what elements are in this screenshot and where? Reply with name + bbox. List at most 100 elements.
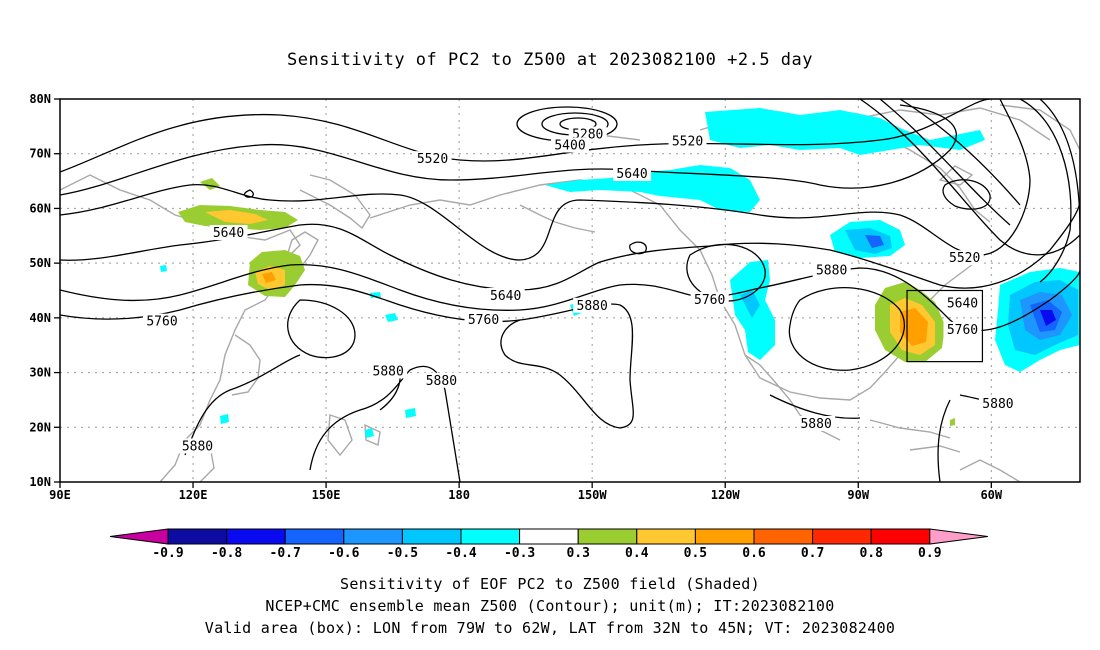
- sensitivity-patch: [705, 108, 985, 155]
- contour-label: 5400: [551, 137, 589, 154]
- sensitivity-patch: [220, 414, 229, 424]
- colorbar-swatch: [870, 528, 931, 545]
- colorbar-swatch: [577, 528, 638, 545]
- contour-label: 5880: [422, 372, 461, 389]
- colorbar-label: -0.3: [504, 546, 535, 561]
- lon-tick-label: 60W: [980, 488, 1002, 502]
- lon-tick-label: 180: [448, 488, 470, 502]
- sensitivity-patch: [1040, 310, 1056, 326]
- contour-label-bg: [690, 291, 729, 307]
- contour-label: 5880: [812, 262, 851, 278]
- colorbar-swatch: [460, 528, 521, 545]
- colorbar-swatch: [167, 528, 228, 545]
- lat-tick-label: 80N: [29, 92, 51, 106]
- colorbar-swatch: [226, 528, 286, 545]
- contour-label: 5880: [978, 395, 1017, 412]
- colorbar-swatch: [401, 528, 462, 545]
- lat-tick-label: 50N: [29, 256, 51, 270]
- contour-label-text: 5880: [373, 364, 404, 379]
- colorbar-high-arrow: [929, 528, 988, 545]
- lat-tick-label: 60N: [29, 201, 51, 215]
- contour-label-bg: [486, 287, 525, 303]
- contour-label-bg: [178, 438, 217, 454]
- contour-label-bg: [369, 363, 408, 379]
- contour-label-bg: [943, 295, 982, 311]
- colorbar-label: -0.5: [387, 546, 418, 561]
- colorbar-label: 0.5: [684, 546, 707, 561]
- contour-label: 5640: [943, 295, 982, 312]
- contour-label-text: 5400: [554, 139, 585, 154]
- lon-tick-label: 90W: [847, 488, 869, 502]
- colorbar-low-arrow: [109, 528, 169, 545]
- valid-area-box: [906, 289, 984, 363]
- contour-label-bg: [945, 250, 984, 266]
- contour-label-text: 5880: [577, 299, 608, 314]
- lat-tick-label: 10N: [29, 475, 51, 489]
- colorbar-swatch: [694, 528, 755, 545]
- footer-valid-area-caption: Valid area (box): LON from 79W to 62W, L…: [204, 619, 896, 637]
- contour-label-text: 5880: [182, 439, 213, 454]
- colorbar-label: -0.4: [445, 546, 476, 561]
- contour-label-text: 5640: [616, 167, 647, 182]
- contour-label: 5640: [613, 165, 652, 182]
- contour-label-text: 5640: [490, 289, 521, 304]
- contour-label-bg: [422, 372, 461, 388]
- colorbar-label: -0.7: [270, 546, 301, 561]
- footer-shading-caption: Sensitivity of EOF PC2 to Z500 field (Sh…: [340, 575, 760, 593]
- contour-label-bg: [797, 416, 836, 432]
- contour-label: 5760: [943, 321, 982, 338]
- lat-tick-label: 40N: [29, 311, 51, 325]
- contour-label-text: 5640: [213, 226, 244, 241]
- sensitivity-patch: [405, 408, 416, 418]
- contour-label-text: 5880: [816, 263, 847, 278]
- contour-label-text: 5520: [672, 135, 703, 150]
- lat-tick-label: 70N: [29, 147, 51, 161]
- contour-label-bg: [978, 395, 1017, 411]
- lat-tick-label: 20N: [29, 420, 51, 434]
- contour-label: 5520: [945, 250, 984, 266]
- footer-contour-caption: NCEP+CMC ensemble mean Z500 (Contour); u…: [265, 597, 835, 615]
- sensitivity-patch: [545, 165, 760, 212]
- contour-label-text: 5760: [468, 313, 499, 328]
- map-frame: [59, 98, 1081, 483]
- contour-label: 5760: [690, 291, 729, 308]
- sensitivity-patch: [262, 272, 276, 283]
- contour-label: 5880: [178, 438, 217, 454]
- colorbar-label: 0.3: [566, 546, 589, 561]
- coastlines: [60, 104, 1080, 482]
- contour-label-bg: [413, 151, 452, 167]
- chart-title: Sensitivity of PC2 to Z500 at 2023082100…: [286, 50, 813, 70]
- z500-contours: [60, 99, 1080, 482]
- colorbar-label: -0.9: [152, 546, 183, 561]
- contour-label-bg: [573, 297, 612, 313]
- contour-label-text: 5760: [694, 293, 725, 308]
- contour-label-text: 5880: [426, 374, 457, 389]
- lon-tick-label: 120W: [711, 488, 741, 502]
- colorbar-label: 0.9: [918, 546, 941, 561]
- lon-tick-label: 120E: [179, 488, 208, 502]
- sensitivity-patch: [205, 210, 268, 224]
- lon-tick-label: 150W: [578, 488, 608, 502]
- sensitivity-patch: [385, 313, 398, 322]
- contour-label: 5520: [668, 133, 707, 150]
- sensitivity-patch: [370, 292, 381, 298]
- colorbar-label: 0.7: [801, 546, 824, 561]
- colorbar-swatch: [812, 528, 872, 545]
- sensitivity-patch: [200, 178, 220, 190]
- contour-label-bg: [464, 312, 503, 328]
- contour-label-text: 5640: [947, 297, 978, 312]
- contour-label: 5760: [464, 312, 503, 328]
- colorbar-swatch: [636, 528, 696, 545]
- lon-tick-label: 90E: [49, 488, 71, 502]
- contour-label: 5880: [573, 297, 612, 314]
- contour-label-text: 5520: [949, 251, 980, 266]
- colorbar-label: 0.4: [625, 546, 649, 561]
- colorbar-label: 0.8: [859, 546, 883, 561]
- colorbar-swatch: [284, 528, 345, 545]
- contour-label: 5640: [209, 225, 248, 241]
- contour-label-bg: [209, 225, 248, 241]
- sensitivity-patch: [865, 235, 884, 248]
